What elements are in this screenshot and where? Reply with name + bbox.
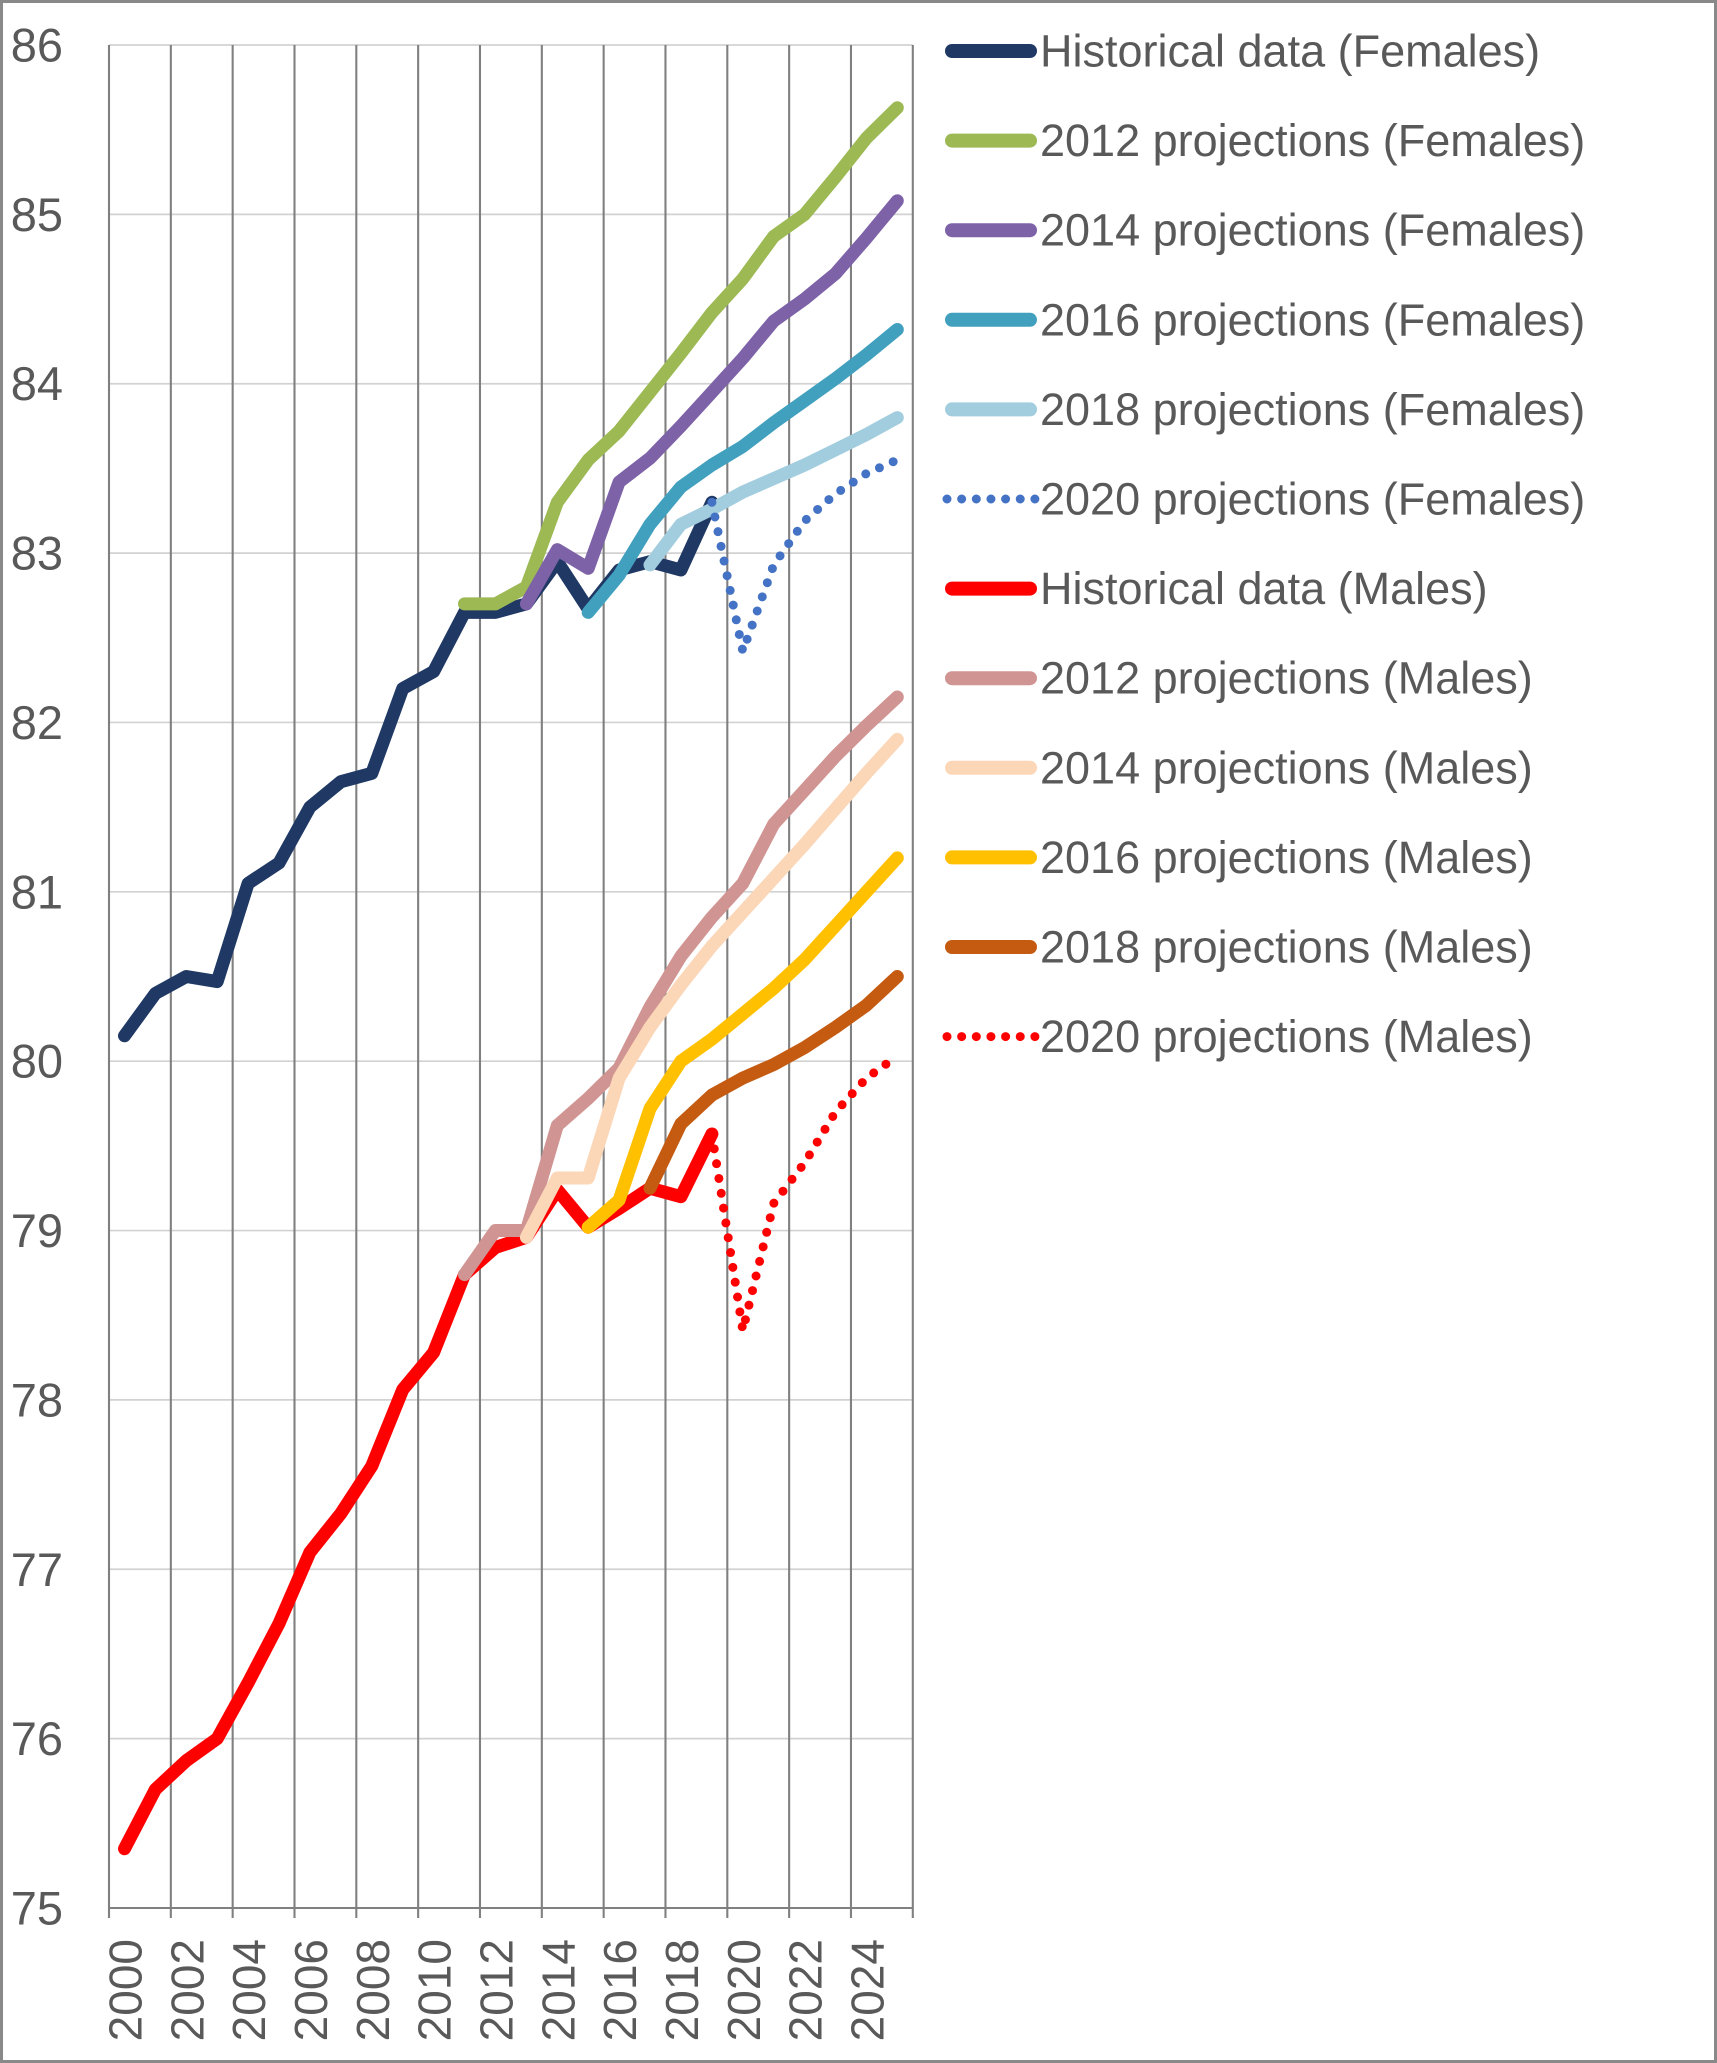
- svg-text:82: 82: [11, 696, 63, 749]
- svg-text:85: 85: [11, 188, 63, 241]
- svg-text:2018: 2018: [656, 1939, 708, 2041]
- svg-text:75: 75: [11, 1882, 63, 1935]
- svg-text:2016 projections (Females): 2016 projections (Females): [1040, 294, 1585, 345]
- svg-text:83: 83: [11, 527, 63, 580]
- svg-text:2012 projections (Females): 2012 projections (Females): [1040, 115, 1585, 166]
- svg-text:86: 86: [11, 19, 63, 72]
- svg-text:2018 projections (Males): 2018 projections (Males): [1040, 922, 1533, 973]
- svg-text:2024: 2024: [841, 1939, 893, 2041]
- svg-text:2002: 2002: [161, 1939, 213, 2041]
- svg-text:2012: 2012: [470, 1939, 522, 2041]
- svg-text:2014 projections (Females): 2014 projections (Females): [1040, 205, 1585, 256]
- svg-text:2020 projections (Females): 2020 projections (Females): [1040, 474, 1585, 525]
- svg-text:2004: 2004: [223, 1939, 275, 2041]
- svg-text:2016 projections (Males): 2016 projections (Males): [1040, 832, 1533, 883]
- svg-text:2012 projections (Males): 2012 projections (Males): [1040, 653, 1533, 704]
- svg-text:81: 81: [11, 865, 63, 918]
- svg-text:79: 79: [11, 1204, 63, 1257]
- svg-text:2022: 2022: [780, 1939, 832, 2041]
- svg-text:78: 78: [11, 1373, 63, 1426]
- svg-text:2000: 2000: [100, 1939, 152, 2041]
- svg-text:2016: 2016: [594, 1939, 646, 2041]
- svg-text:76: 76: [11, 1712, 63, 1765]
- svg-text:Historical data (Females): Historical data (Females): [1040, 26, 1540, 77]
- svg-text:2020 projections (Males): 2020 projections (Males): [1040, 1011, 1533, 1062]
- svg-text:2020: 2020: [718, 1939, 770, 2041]
- svg-text:Historical data (Males): Historical data (Males): [1040, 563, 1488, 614]
- svg-text:2018 projections (Females): 2018 projections (Females): [1040, 384, 1585, 435]
- svg-text:2010: 2010: [409, 1939, 461, 2041]
- svg-text:2014: 2014: [532, 1939, 584, 2041]
- svg-text:2008: 2008: [347, 1939, 399, 2041]
- svg-text:80: 80: [11, 1035, 63, 1088]
- svg-text:2006: 2006: [285, 1939, 337, 2041]
- svg-text:2014 projections (Males): 2014 projections (Males): [1040, 742, 1533, 793]
- svg-text:77: 77: [11, 1543, 63, 1596]
- svg-text:84: 84: [11, 357, 63, 410]
